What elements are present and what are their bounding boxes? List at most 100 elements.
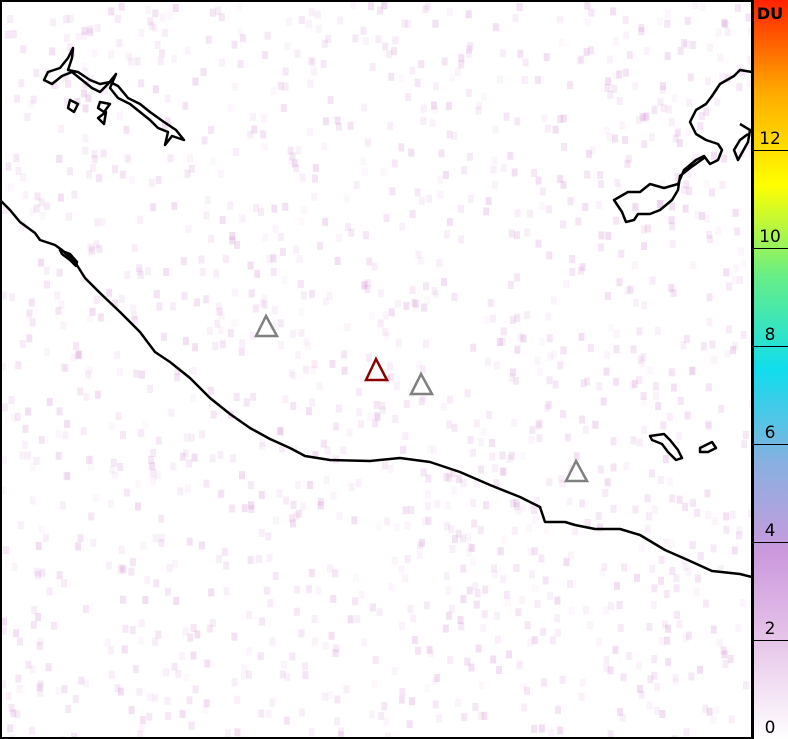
so2-pixel [728,715,735,724]
so2-pixel [246,611,253,620]
so2-pixel [736,531,742,540]
so2-pixel [692,1,699,9]
so2-pixel [201,136,208,145]
so2-pixel [82,134,89,143]
so2-pixel [655,402,662,411]
volcano-marker-active[interactable] [364,356,390,382]
so2-pixel [557,174,563,183]
so2-pixel [722,660,729,668]
so2-pixel [541,114,548,123]
so2-pixel [97,313,104,322]
so2-pixel [231,319,238,328]
so2-pixel [369,312,376,321]
so2-pixel [325,34,332,43]
so2-pixel [520,334,527,343]
so2-pixel [482,585,489,594]
so2-pixel [358,420,364,429]
so2-pixel [217,490,224,499]
so2-pixel [183,673,190,682]
so2-pixel [158,514,165,523]
so2-pixel [383,214,390,222]
so2-pixel [361,167,368,176]
so2-pixel [637,355,644,364]
so2-pixel [219,340,226,349]
so2-pixel [167,154,174,163]
so2-pixel [340,446,347,454]
so2-pixel [183,433,190,442]
so2-pixel [241,504,248,513]
so2-pixel [690,498,696,507]
so2-pixel [713,705,720,714]
so2-pixel [384,517,391,526]
so2-pixel [644,47,650,55]
so2-pixel [179,710,186,718]
so2-pixel [303,365,310,374]
so2-pixel [194,630,201,639]
so2-pixel [588,46,594,55]
so2-pixel [22,191,29,200]
so2-pixel [117,463,124,471]
so2-pixel [135,479,142,488]
so2-pixel [277,319,284,328]
so2-pixel [613,216,619,225]
so2-pixel [57,193,64,202]
so2-pixel [506,455,513,463]
so2-pixel [310,365,317,374]
so2-pixel [322,692,329,701]
so2-pixel [217,451,224,460]
so2-pixel [277,233,284,241]
so2-pixel [148,456,154,464]
so2-pixel [289,652,296,661]
so2-pixel [67,14,74,23]
so2-pixel [535,421,542,430]
so2-pixel [187,633,194,642]
so2-pixel [719,181,726,190]
so2-pixel [378,711,385,720]
so2-pixel [584,18,591,27]
so2-pixel [644,524,651,533]
so2-pixel [262,233,268,242]
so2-pixel [336,512,343,520]
so2-pixel [286,18,293,26]
so2-pixel [427,445,434,454]
so2-pixel [361,103,368,112]
so2-pixel [641,426,648,434]
so2-pixel [672,134,679,143]
so2-pixel [468,663,475,672]
so2-pixel [30,95,37,104]
so2-pixel [421,303,428,312]
so2-pixel [477,525,484,534]
so2-pixel [256,555,263,563]
so2-pixel [330,492,337,501]
so2-pixel [498,547,504,556]
volcano-marker-other[interactable] [563,458,590,483]
so2-pixel [67,167,73,176]
so2-pixel [536,419,543,428]
so2-pixel [376,608,383,617]
so2-pixel [71,732,78,739]
volcano-marker-other[interactable] [408,371,435,396]
so2-pixel [266,254,273,263]
so2-pixel [606,55,613,64]
so2-pixel [138,636,145,645]
so2-pixel [532,515,539,524]
colorbar-tick-label: 6 [764,423,776,443]
so2-pixel [584,377,591,386]
colorbar-tick [752,542,788,543]
so2-pixel [738,247,745,256]
so2-pixel [61,685,68,694]
so2-pixel [231,678,238,686]
volcano-marker-other[interactable] [253,313,280,338]
so2-pixel [399,222,406,231]
so2-pixel [607,602,614,611]
so2-pixel [673,584,680,593]
so2-pixel [293,607,300,616]
so2-pixel [210,157,217,166]
so2-pixel [445,101,452,110]
so2-pixel [444,522,451,531]
so2-pixel [89,163,96,172]
so2-pixel [253,204,259,212]
colorbar [752,0,788,739]
so2-pixel [308,57,315,65]
so2-pixel [261,294,268,303]
